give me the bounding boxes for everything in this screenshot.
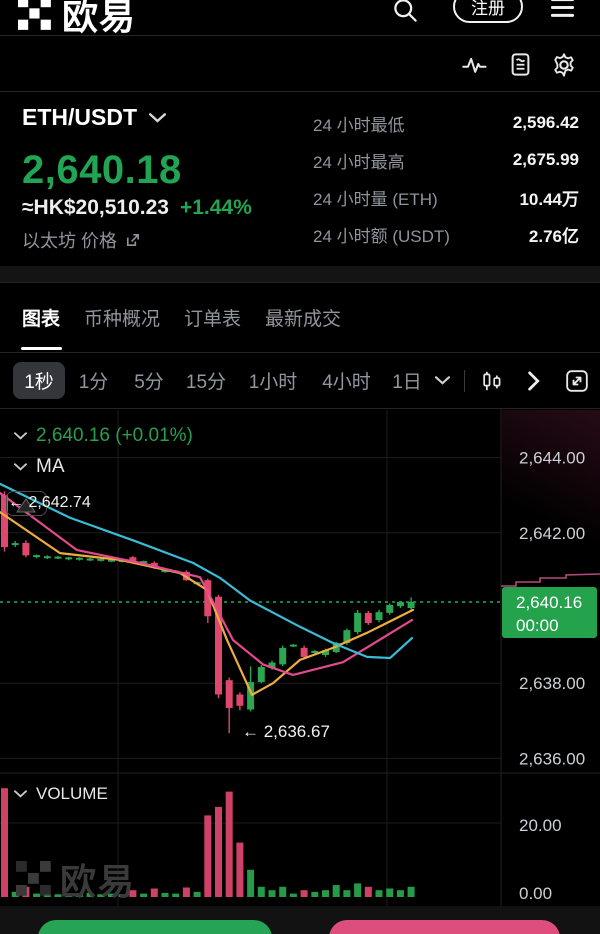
stat-row-volume: 24 小时量 (ETH) 10.44万 [313,184,579,210]
timeframe-1d[interactable]: 1日 [392,372,422,393]
register-button[interactable]: 注册 [453,0,523,23]
svg-text:2,644.00: 2,644.00 [519,449,585,468]
candlestick-chart-canvas[interactable]: 2,644.00 2,642.00 2,638.00 2,636.00 20.00 0.0… [0,409,600,908]
price-marker-box[interactable] [6,491,47,516]
collapse-chevron-icon [14,463,27,471]
timeframe-1h[interactable]: 1小时 [248,372,298,393]
timeframe-label: 1秒 [24,372,54,393]
stat-value: 2.76亿 [528,226,579,246]
timeframe-bar: 1秒 1分 5分 15分 1小时 4小时 1日 [0,353,600,409]
active-tab-underline [21,347,62,350]
svg-text:2,638.00: 2,638.00 [519,674,585,693]
stats-panel: 24 小时最低 2,596.42 24 小时最高 2,675.99 24 小时量… [313,110,579,258]
timeframe-15m[interactable]: 15分 [185,372,227,393]
brand[interactable]: 欧易 [18,0,137,36]
pair-selector[interactable]: ETH/USDT [22,104,166,131]
timeframe-1m[interactable]: 1分 [78,372,109,393]
badge-time: 00:00 [516,616,559,635]
timeframe-5m[interactable]: 5分 [134,372,164,393]
ma-label: MA [36,456,65,477]
timeframe-more-chevron-icon[interactable] [435,376,450,385]
settings-gear-icon[interactable] [550,51,578,79]
svg-text:2,642.00: 2,642.00 [519,524,585,543]
indicator-ma-row[interactable]: MA [14,456,65,478]
marker-glyph-icon [16,498,36,513]
volume-indicator-row[interactable]: VOLUME [14,784,108,804]
stat-label: 24 小时最低 [313,115,405,135]
axis-tint [502,410,600,588]
okx-logo-icon [18,0,51,30]
chevron-down-icon [149,112,166,123]
last-price-badge: 2,640.16 00:00 [502,587,597,638]
asset-price-link[interactable]: 以太坊 价格 [22,227,141,253]
menu-icon[interactable] [549,0,576,21]
app-header: 欧易 注册 [0,0,600,36]
chart-toolbar [0,37,600,92]
section-divider [0,266,600,283]
change-percent: +1.44% [179,196,252,219]
tab-chart[interactable]: 图表 [22,309,61,330]
fullscreen-icon[interactable] [565,369,589,393]
asset-link-label: 以太坊 价格 [22,231,118,251]
timeframe-4h[interactable]: 4小时 [322,372,371,393]
brand-name: 欧易 [62,0,137,36]
pair-symbol: ETH/USDT [22,104,137,130]
chart-style-candles-icon[interactable] [481,370,503,392]
pulse-icon[interactable] [461,51,488,78]
svg-text:20.00: 20.00 [519,816,562,835]
timeframe-1s[interactable]: 1秒 [13,362,65,399]
fiat-price: ≈HK$20,510.23 [22,196,169,219]
chart-region[interactable]: 2,644.00 2,642.00 2,638.00 2,636.00 20.00 0.0… [0,409,600,908]
stat-label: 24 小时额 (USDT) [313,226,450,246]
fiat-price-row: ≈HK$20,510.23 +1.44% [22,196,252,220]
collapse-chevron-icon [14,432,27,440]
divider [464,369,465,392]
watermark-text: 欧易 [60,861,137,902]
buy-button[interactable] [38,920,272,934]
chart-watermark: 欧易 [16,853,136,905]
svg-text:0.00: 0.00 [519,884,552,903]
orders-icon[interactable] [507,51,534,78]
open-price-marker: ← 2,642.74 [8,494,91,511]
stat-value: 10.44万 [519,189,579,209]
last-price: 2,640.18 [22,148,182,192]
stat-label: 24 小时最高 [313,152,405,172]
stat-value: 2,596.42 [512,113,579,132]
tab-coin-overview[interactable]: 币种概况 [84,309,161,330]
stat-value: 2,675.99 [512,150,579,169]
external-link-icon [126,233,139,246]
okx-watermark-icon [16,861,51,896]
svg-text:2,636.00: 2,636.00 [519,749,585,768]
chart-price-label: 2,640.16 (+0.01%) [36,425,193,446]
tab-order-book[interactable]: 订单表 [184,309,242,330]
collapse-chevron-icon [14,790,27,798]
stat-row-high: 24 小时最高 2,675.99 [313,147,579,173]
tab-latest-trades[interactable]: 最新成交 [265,309,342,330]
sell-button[interactable] [329,920,560,934]
badge-price: 2,640.16 [516,593,583,612]
stat-row-low: 24 小时最低 2,596.42 [313,110,579,136]
tabs-border [0,352,600,353]
low-price-marker: ← 2,636.67 [242,722,330,741]
volume-label: VOLUME [36,784,108,803]
stat-row-turnover: 24 小时额 (USDT) 2.76亿 [313,221,579,247]
register-label: 注册 [471,0,505,18]
chevron-right-icon[interactable] [527,371,541,391]
stat-label: 24 小时量 (ETH) [313,189,438,209]
search-icon[interactable] [392,0,419,24]
content-tabs: 图表 币种概况 订单表 最新成交 [22,283,341,352]
indicator-price-row[interactable]: 2,640.16 (+0.01%) [14,425,193,447]
